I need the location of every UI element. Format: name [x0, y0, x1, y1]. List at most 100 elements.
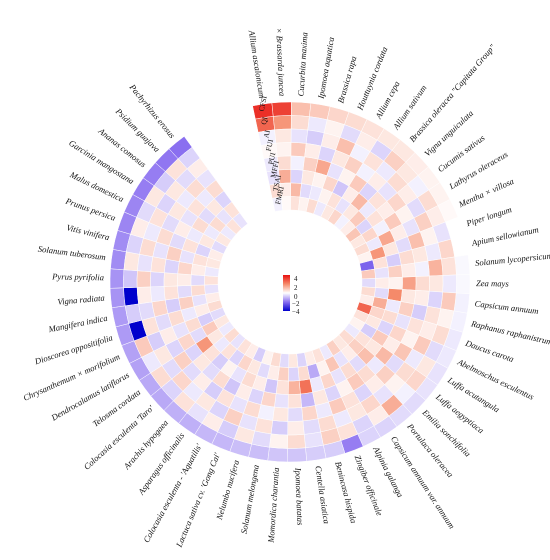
heatmap-cell-zea-mays-tsai: [375, 277, 390, 289]
legend-tick-4: 4: [294, 275, 298, 283]
ring-label-mffi: MFFI: [268, 159, 281, 178]
species-label-benincasa-hispida: Benincasa hispida: [333, 460, 359, 524]
species-label-daucus-carota: Daucus carota: [463, 338, 515, 364]
heatmap-cell-cucurbita-maxima-pui: [290, 155, 305, 171]
species-label-ipomoea-batatas: Ipomoea batatas: [293, 467, 305, 527]
legend-tick-neg2: −2: [292, 300, 300, 308]
heatmap-cell-zea-mays-cfsi: [455, 274, 471, 295]
heatmap-cell-momordica-charantia-ai: [270, 420, 289, 436]
heatmap-cell-centella-asiatica-mffi: [298, 378, 313, 395]
heatmap-cell-ipomoea-batatas-qi: [287, 434, 306, 449]
heatmap-cell-pyrus-pyrifolia-pui: [163, 272, 179, 287]
heatmap-cell-cucurbita-maxima-mffi: [290, 169, 304, 184]
color-legend: 4 2 0 −2 −4: [283, 275, 300, 316]
heatmap-cell-ipomoea-batatas-ai: [287, 420, 305, 436]
heatmap-cell-solanum-lycopersicum-ai: [427, 258, 444, 277]
heatmap-cell-ipomoea-batatas-cfsi: [286, 447, 308, 463]
species-label-solanum-lycopersicum: Solanum lycopersicum: [475, 250, 550, 268]
species-label-mangifera-indica: Mangifera indica: [47, 313, 109, 335]
heatmap-cell-vigna-radiata-mffi: [177, 285, 193, 299]
heatmap-cell-zea-mays-fmri: [361, 278, 376, 288]
heatmap-cell-zea-mays-fui: [415, 275, 430, 292]
heatmap-cell-cucurbita-maxima-fui: [290, 142, 307, 158]
legend-tick-neg4: −4: [292, 308, 300, 316]
species-label-zea-mays: Zea mays: [476, 278, 509, 288]
heatmap-cell-centella-asiatica-ai: [302, 418, 321, 435]
species-label-vigna-radiata: Vigna radiata: [57, 293, 105, 307]
heatmap-cell-momordica-charantia-mffi: [275, 379, 289, 395]
heatmap-cell-pyrus-pyrifolia-cfsi: [109, 268, 125, 289]
species-label-vitis-vinifera: Vitis vinifera: [65, 222, 110, 242]
heatmap-cell-ipomoea-batatas-fui: [287, 407, 304, 422]
heatmap-cell-capsicum-annuum-cfsi: [453, 292, 470, 314]
legend-tick-0: 0: [294, 293, 298, 301]
heatmap-cell-solanum-lycopersicum-qi: [440, 256, 457, 276]
species-label-capsicum-annuum: Capsicum annuum: [474, 298, 539, 316]
ring-label-tsai: TSAI: [271, 173, 283, 191]
heatmap-cell-zea-mays-mffi: [388, 276, 403, 290]
species-label-brassica-rapa: Brassica rapa: [335, 55, 358, 104]
heatmap-cell-ipomoea-batatas-pui: [287, 393, 302, 409]
heatmap-cell-pyrus-pyrifolia-tsai: [190, 274, 205, 286]
heatmap-cell-momordica-charantia-pui: [274, 393, 289, 409]
heatmap-cell-vigna-radiata-fui: [150, 286, 166, 303]
heatmap-cell-solanum-tuberosum-ai: [137, 253, 154, 272]
heatmap-cell-solanum-tuberosum-qi: [123, 251, 140, 272]
heatmap-cell-vigna-radiata-pui: [163, 285, 179, 301]
heatmap-cell-pyrus-pyrifolia-ai: [136, 270, 152, 288]
heatmap-cell-momordica-charantia-cfsi: [267, 446, 288, 463]
heatmap-cell-solanum-tuberosum-cfsi: [110, 249, 127, 271]
heatmap-cell-solanum-lycopersicum-mffi: [387, 264, 403, 279]
heatmap-cell-capsicum-annuum-ai: [427, 290, 443, 309]
heatmap-cell-centella-asiatica-pui: [300, 391, 316, 408]
heatmap-cell-brassarda-juncea-qi: [272, 115, 292, 131]
heatmap-cell-cucurbita-maxima-cfsi: [291, 101, 312, 117]
species-label-apium-sellowianum: Apium sellowianum: [470, 224, 540, 248]
species-label-centella-asiatica: Centella asiatica: [313, 465, 331, 524]
heatmap-cell-zea-mays-ai: [428, 275, 444, 293]
legend-colorbar: [283, 275, 290, 311]
ring-label-cfsi: CFSI: [257, 94, 269, 112]
heatmap-cell-capsicum-annuum-qi: [440, 291, 457, 312]
heatmap-cell-vigna-radiata-qi: [123, 287, 139, 307]
heatmap-cell-zea-mays-qi: [442, 274, 457, 294]
heatmap-cell-brassarda-juncea-fui: [275, 142, 292, 157]
heatmap-cell-vigna-radiata-fmri: [204, 284, 220, 295]
species-label-solanum-melongena: Solanum melongena: [239, 464, 261, 535]
species-label-brassarda-juncea: × Brassarda juncea: [274, 27, 287, 96]
species-label-allium-ascalonicum: Allium ascalonicum: [247, 29, 268, 99]
heatmap-cell-ipomoea-batatas-tsai: [288, 366, 300, 382]
heatmap-cell-vigna-radiata-cfsi: [109, 287, 126, 309]
heatmap-cell-pyrus-pyrifolia-qi: [123, 269, 138, 289]
heatmap-cell-zea-mays-pui: [401, 276, 417, 291]
ring-label-pui: PUI: [266, 151, 277, 165]
legend-tick-2: 2: [294, 284, 298, 292]
heatmap-cell-pyrus-pyrifolia-mffi: [177, 273, 192, 287]
heatmap-cell-solanum-lycopersicum-tsai: [374, 266, 390, 279]
heatmap-cell-ipomoea-batatas-mffi: [287, 380, 301, 395]
heatmap-cell-vigna-radiata-ai: [136, 286, 153, 305]
heatmap-cells: [109, 101, 471, 463]
heatmap-cell-cucurbita-maxima-tsai: [290, 182, 302, 198]
species-label-prunus-persica: Prunus persica: [63, 195, 117, 222]
heatmap-cell-brassarda-juncea-ai: [274, 128, 292, 144]
species-label-ipomoea-aquatica: Ipomoea aquatica: [315, 36, 336, 100]
heatmap-cell-brassarda-juncea-cfsi: [271, 101, 292, 117]
species-label-solanum-tuberosum: Solanum tuberosum: [37, 244, 106, 263]
ring-label-ai: AI: [261, 129, 272, 139]
heatmap-cell-solanum-lycopersicum-cfsi: [454, 254, 471, 276]
heatmap-cell-solanum-lycopersicum-fui: [414, 260, 430, 277]
species-label-cucurbita-maxima: Cucurbita maxima: [296, 32, 310, 97]
heatmap-cell-momordica-charantia-fui: [272, 406, 289, 422]
heatmap-cell-centella-asiatica-fui: [301, 405, 319, 422]
heatmap-cell-pyrus-pyrifolia-fmri: [204, 275, 219, 286]
species-label-piper-longum: Piper longum: [464, 204, 513, 228]
heatmap-cell-cucurbita-maxima-qi: [290, 115, 310, 131]
ring-label-fui: FUI: [264, 138, 275, 152]
heatmap-cell-solanum-lycopersicum-pui: [400, 262, 417, 278]
heatmap-cell-solanum-tuberosum-fui: [150, 256, 167, 273]
species-label-momordica-charantia: Momordica charantia: [266, 467, 281, 544]
heatmap-cell-cucurbita-maxima-ai: [290, 128, 309, 144]
